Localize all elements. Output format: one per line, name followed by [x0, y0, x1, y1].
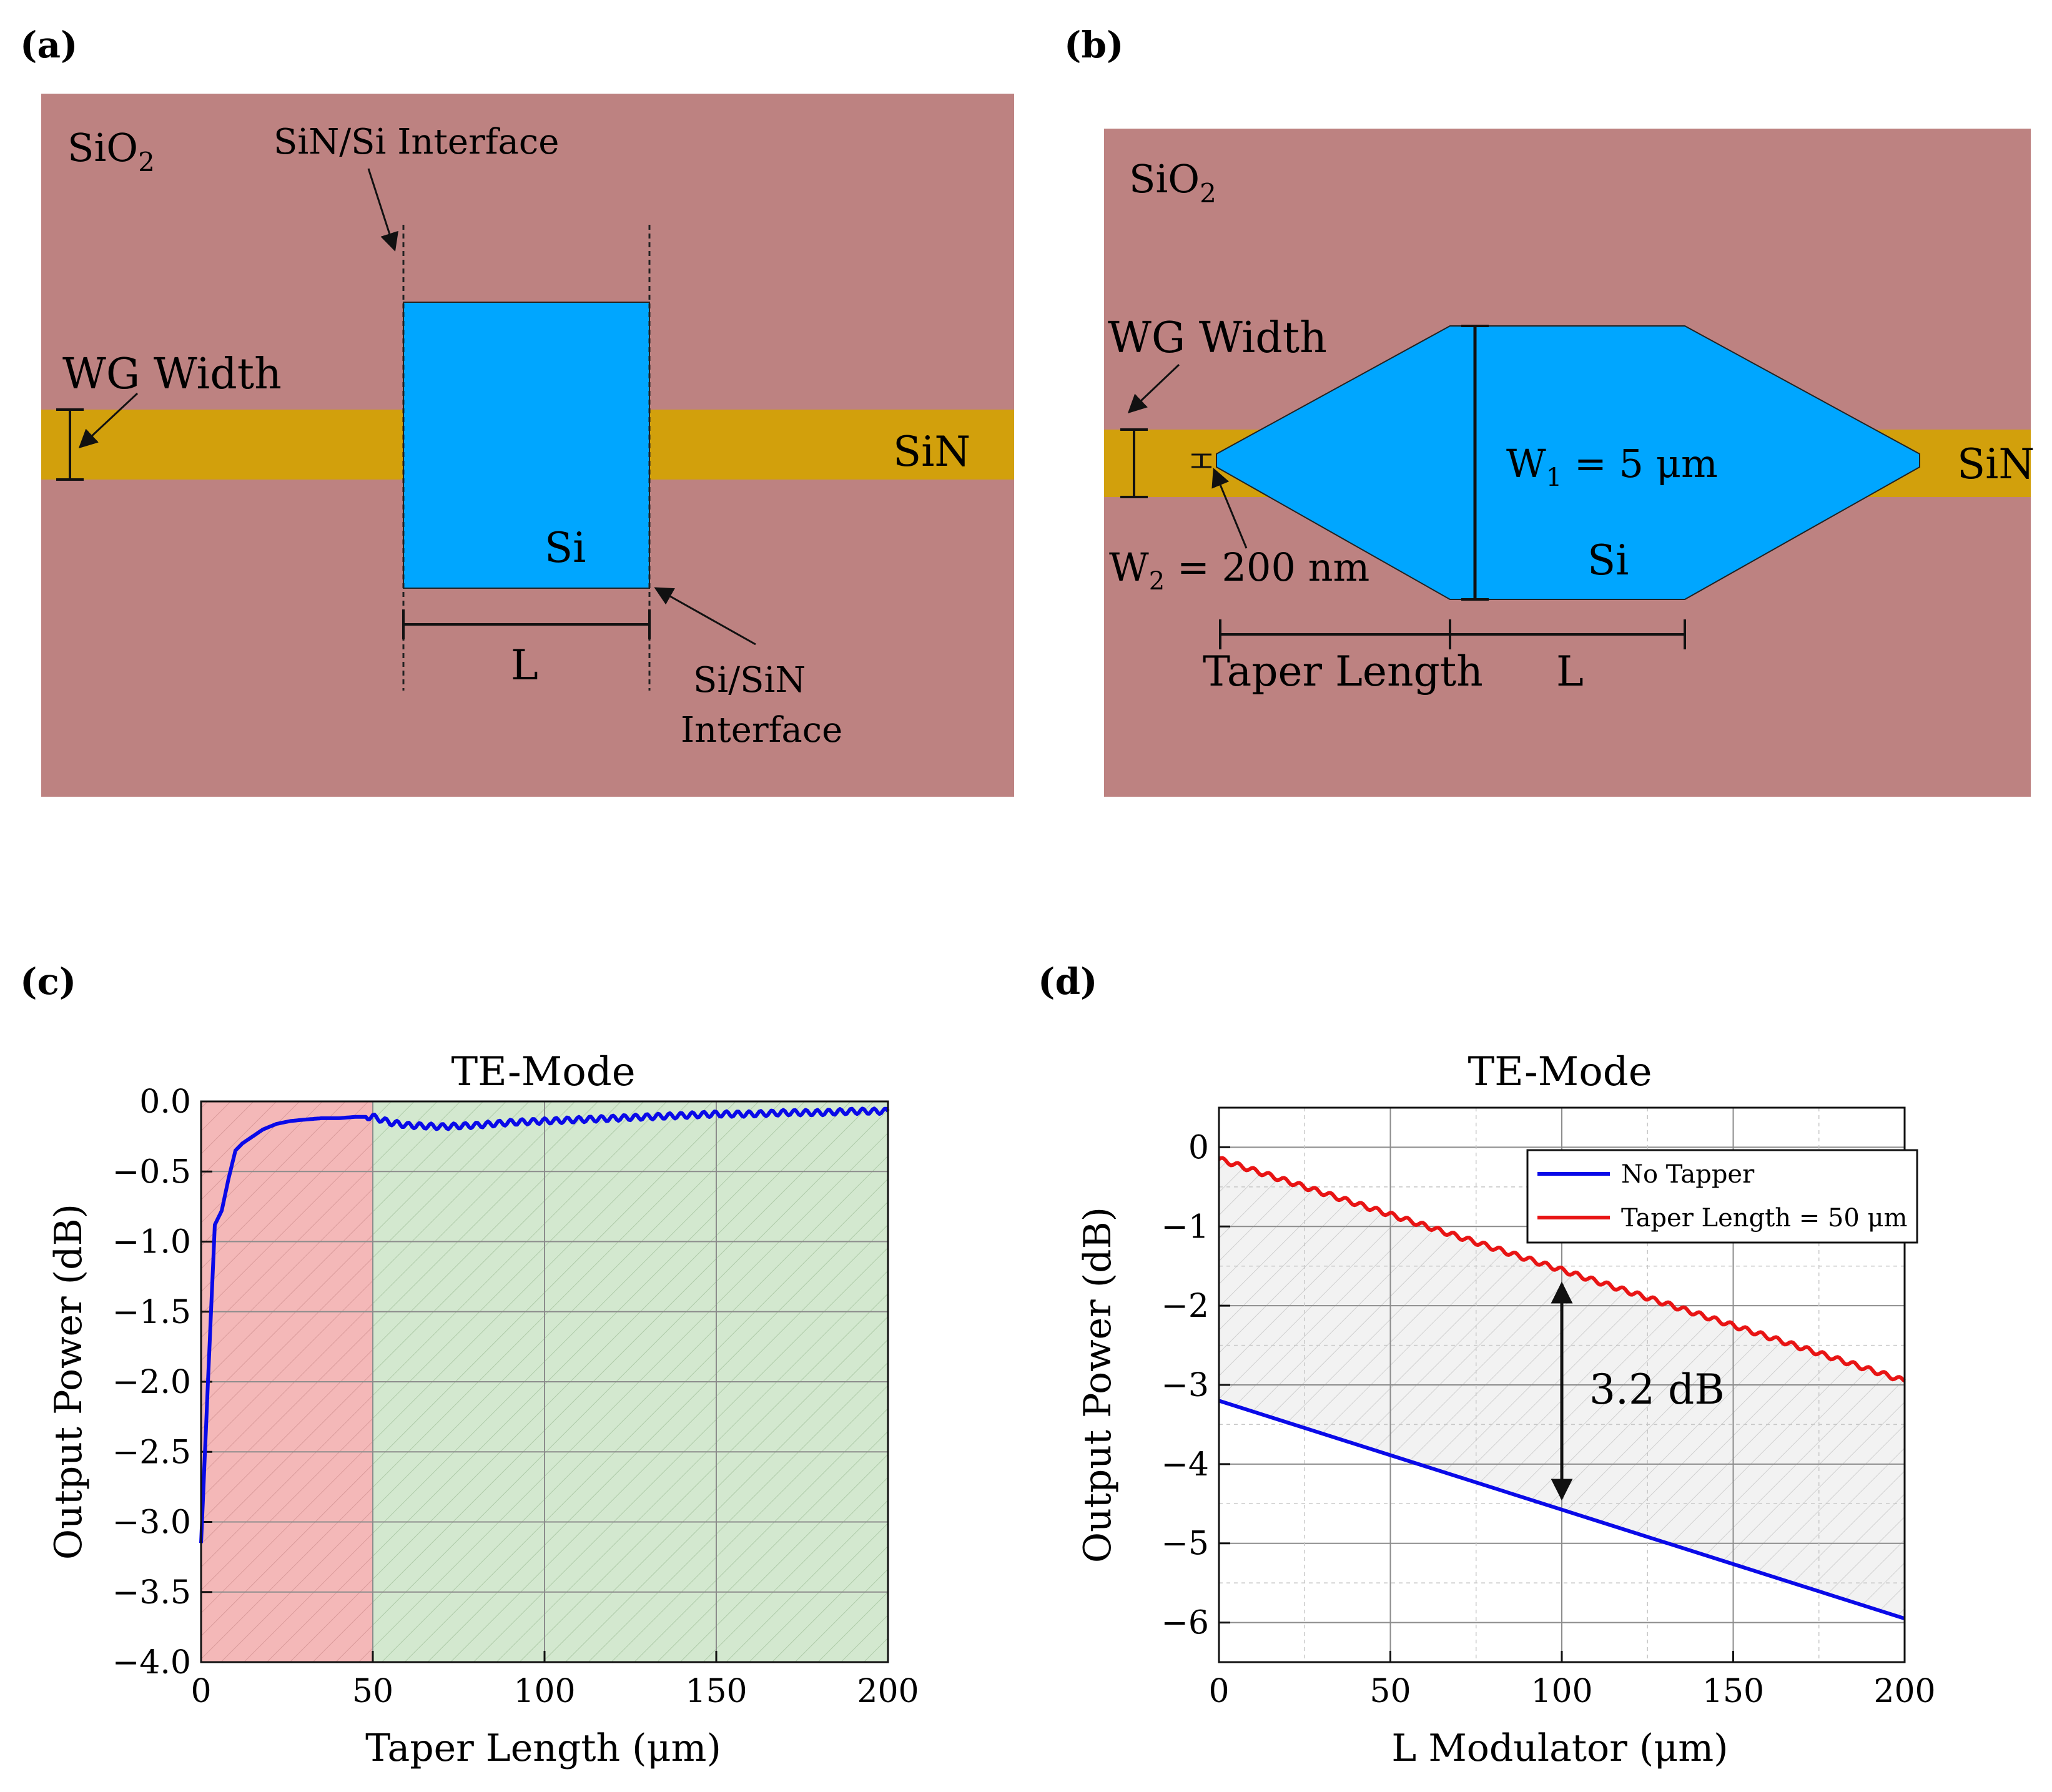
- chart-c-ytick-label: −3.0: [112, 1504, 191, 1542]
- panel-b-sin-label: SiN: [1957, 440, 2035, 488]
- panel-b-wg-width-arrow: [1127, 363, 1180, 414]
- panel-b-w2-arrow: [1211, 468, 1248, 549]
- chart-c-ytick-label: −3.5: [112, 1574, 191, 1612]
- chart-c-ytick-label: −2.5: [112, 1434, 191, 1471]
- chart-d-annotation: 3.2 dB: [1551, 1281, 1725, 1501]
- panel-a-si-label: Si: [545, 524, 586, 572]
- chart-c-ytick-label: −4.0: [112, 1644, 191, 1681]
- chart-d-ytick-label: −3: [1161, 1367, 1209, 1404]
- panel-c-label: (c): [20, 960, 76, 1003]
- chart-d-xtick-label: 50: [1369, 1673, 1411, 1710]
- chart-d-series: [1218, 1156, 1906, 1621]
- panel-b-length-label: L: [1556, 647, 1584, 696]
- chart-d-ytick-label: −4: [1161, 1446, 1209, 1484]
- chart-c-ytick-label: −2.0: [112, 1364, 191, 1401]
- panel-a-wg-width-label: WG Width: [62, 350, 282, 399]
- panel-a-bottom-interface-label-2: Interface: [681, 710, 842, 751]
- panel-b-w1-label: W1 = 5 μm: [1506, 441, 1718, 492]
- chart-c-ticks: 0 50 100 150 200 0.0 −0.5 −1.0 −1.5 −2.0 −2.5 −3.0 −…: [112, 1083, 919, 1710]
- chart-d-ytick-label: −5: [1161, 1525, 1209, 1563]
- panel-a-top-interface-arrow: [367, 168, 398, 252]
- chart-c-title: TE-Mode: [451, 1049, 635, 1095]
- panel-b: (b) SiO2 WG Width W2 = 200 nm W1 = 5 μm …: [1064, 24, 2035, 797]
- chart-d-grid: [1218, 1108, 1905, 1663]
- chart-c-ytick-label: −0.5: [112, 1153, 191, 1191]
- panel-a-sio2-label: SiO2: [67, 125, 155, 177]
- chart-d-ylabel: Output Power (dB): [1076, 1207, 1120, 1563]
- panel-a-label: (a): [20, 24, 77, 66]
- panel-a-length-label: L: [511, 641, 538, 689]
- panel-a-si-block: [403, 302, 650, 589]
- panel-b-w2-label: W2 = 200 nm: [1109, 544, 1369, 596]
- chart-d-frame: [1218, 1106, 1906, 1663]
- chart-c-ytick-label: 0.0: [139, 1083, 191, 1121]
- chart-d-ytick-label: 0: [1188, 1129, 1209, 1166]
- chart-d-legend-label-2: Taper Length = 50 μm: [1621, 1204, 1907, 1233]
- panel-a-sin-label: SiN: [893, 428, 970, 476]
- panel-c: (c) TE-Mode 0 50 100 150 200 0.0 −0.5 −1.0 −1.5 −…: [20, 960, 919, 1770]
- chart-c-xtick-label: 150: [685, 1673, 747, 1710]
- chart-d-ytick-label: −1: [1161, 1208, 1209, 1246]
- chart-c-xtick-label: 200: [857, 1673, 919, 1710]
- panel-d: (d) TE-Mode 0 50 100 150 200 0 −1 −2 −3 −4 −5 −6 3.…: [1038, 960, 1936, 1770]
- chart-d-difference-label: 3.2 dB: [1589, 1366, 1725, 1414]
- panel-b-si-taper: [1216, 325, 1920, 600]
- panel-b-taper-length-label: Taper Length: [1203, 647, 1483, 696]
- chart-c-series-1-line: [199, 1106, 890, 1543]
- chart-c-xlabel: Taper Length (μm): [365, 1726, 721, 1770]
- chart-d-legend-label-1: No Tapper: [1621, 1160, 1755, 1189]
- chart-c-xtick-label: 100: [513, 1673, 575, 1710]
- panel-b-wg-width-label: WG Width: [1108, 313, 1327, 363]
- chart-d-xlabel: L Modulator (μm): [1391, 1726, 1728, 1770]
- chart-c-ytick-label: −1.5: [112, 1294, 191, 1331]
- chart-d-ytick-label: −6: [1161, 1605, 1209, 1642]
- panel-a-bottom-interface-label-1: Si/SiN: [693, 660, 806, 701]
- chart-d-ticks: 0 50 100 150 200 0 −1 −2 −3 −4 −5 −6: [1161, 1129, 1935, 1710]
- chart-d-xtick-label: 100: [1531, 1673, 1592, 1710]
- panel-a-top-interface-label: SiN/Si Interface: [274, 122, 559, 162]
- chart-d-series-2-line: [1218, 1156, 1906, 1383]
- chart-d-xtick-label: 200: [1873, 1673, 1935, 1710]
- panel-a-bottom-interface-arrow: [654, 587, 756, 646]
- chart-d-xtick-label: 0: [1208, 1673, 1229, 1710]
- chart-d-series-1-line: [1218, 1399, 1905, 1621]
- chart-d-xtick-label: 150: [1702, 1673, 1764, 1710]
- chart-d-legend-box: [1526, 1149, 1918, 1244]
- chart-d-ytick-label: −2: [1161, 1287, 1209, 1325]
- panel-b-sio2-label: SiO2: [1129, 156, 1216, 209]
- panel-d-label: (d): [1038, 960, 1097, 1003]
- chart-c-ytick-label: −1.0: [112, 1224, 191, 1261]
- panel-a: (a) SiO2 SiN/Si Interface WG Width SiN S…: [20, 24, 1014, 797]
- chart-c-series: [199, 1106, 890, 1543]
- panel-b-label: (b): [1064, 24, 1123, 66]
- chart-d-legend: No Tapper Taper Length = 50 μm: [1526, 1149, 1918, 1244]
- panel-b-si-label: Si: [1587, 536, 1629, 584]
- chart-c-xtick-label: 50: [352, 1673, 393, 1710]
- chart-d-title: TE-Mode: [1467, 1049, 1652, 1095]
- chart-c-ylabel: Output Power (dB): [47, 1204, 91, 1560]
- panel-a-wg-width-arrow: [78, 392, 139, 449]
- chart-c-xtick-label: 0: [190, 1673, 211, 1710]
- chart-c-frame: [200, 1100, 889, 1663]
